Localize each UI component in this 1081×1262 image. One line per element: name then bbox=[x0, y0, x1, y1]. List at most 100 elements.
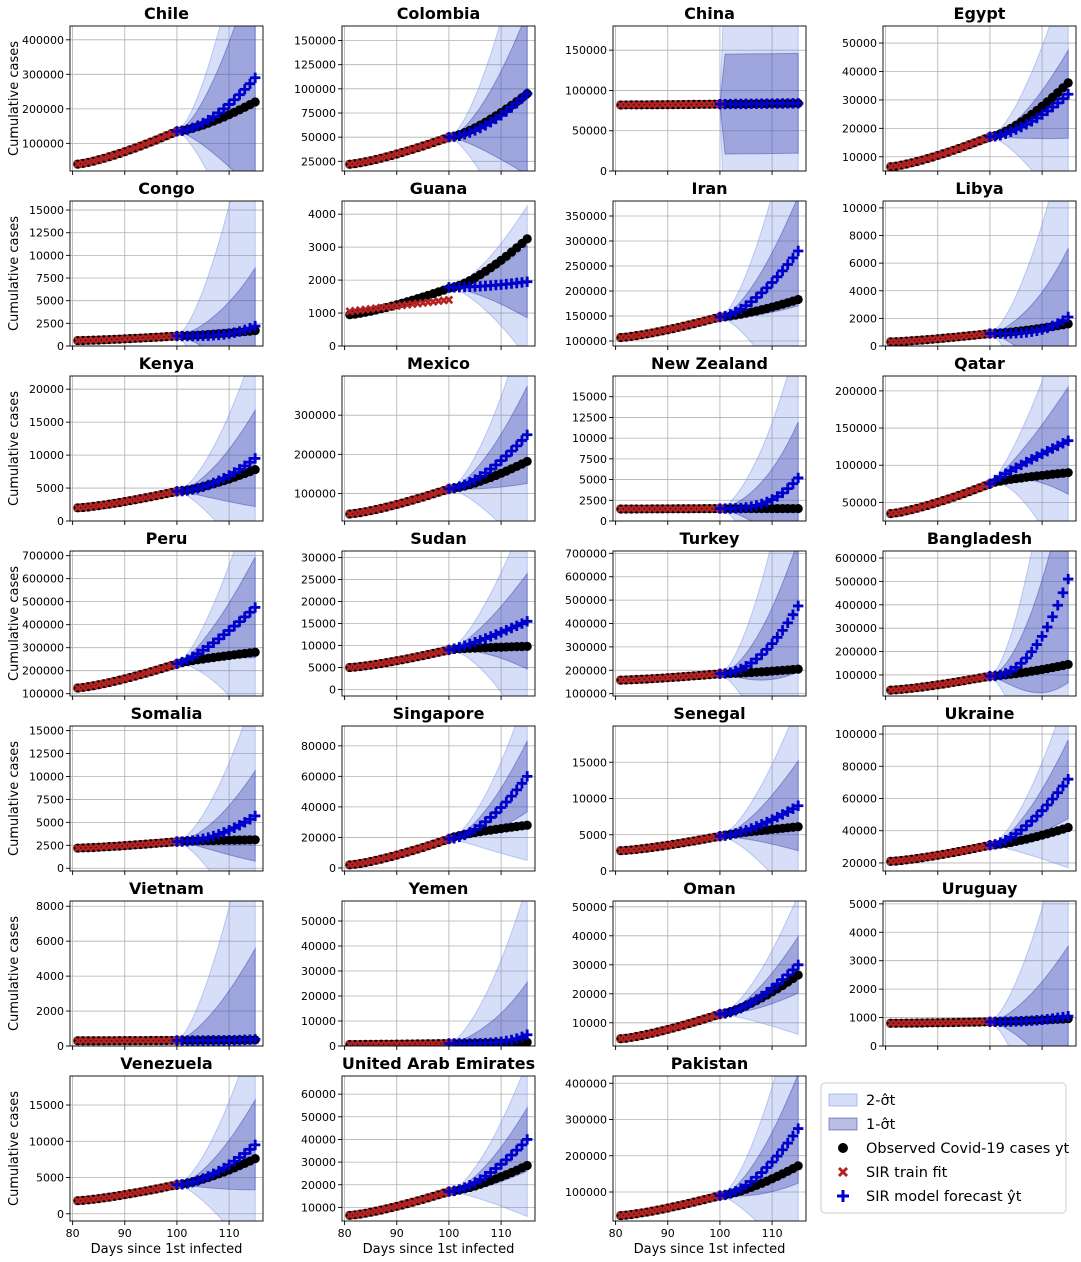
panel-new-zealand: 0 2500 5000 7500 10000 12500 15000 New Zealand bbox=[572, 354, 807, 528]
forecast-point bbox=[1057, 587, 1069, 598]
y-tick-label: 100000 bbox=[294, 488, 336, 501]
y-tick-label: 200000 bbox=[294, 448, 336, 461]
observed-point bbox=[793, 970, 803, 980]
forecast-point bbox=[239, 817, 250, 828]
axes-frame bbox=[612, 25, 807, 172]
observed-point bbox=[522, 1160, 532, 1171]
grid bbox=[342, 376, 535, 521]
y-tick-label: 3000 bbox=[308, 241, 336, 254]
train-point bbox=[434, 487, 443, 497]
train-point bbox=[156, 664, 166, 673]
panel-title: Mexico bbox=[407, 354, 470, 373]
forecast-point bbox=[244, 78, 256, 89]
train-point bbox=[964, 487, 974, 497]
forecast-point bbox=[485, 631, 496, 642]
forecast-point bbox=[244, 814, 256, 825]
forecast-point bbox=[1016, 459, 1027, 471]
forecast-point bbox=[454, 481, 465, 492]
forecast-point bbox=[1052, 600, 1063, 611]
forecast-point bbox=[495, 1159, 507, 1170]
forecast-point bbox=[1036, 324, 1048, 335]
forecast-point bbox=[192, 1175, 203, 1186]
train-point bbox=[418, 843, 428, 852]
y-tick-label: 5000 bbox=[36, 482, 64, 495]
train-point bbox=[146, 137, 156, 147]
grid bbox=[613, 901, 806, 1046]
y-tick-label: 400000 bbox=[22, 619, 64, 632]
axes-frame bbox=[69, 900, 264, 1047]
forecast-point bbox=[192, 648, 203, 659]
y-tick-label: 80000 bbox=[301, 740, 336, 753]
panel-title: Ukraine bbox=[944, 704, 1014, 723]
x-tick-label: 100 bbox=[166, 1227, 187, 1240]
y-tick-label: 6000 bbox=[849, 257, 877, 270]
forecast-point bbox=[725, 1188, 736, 1199]
panel-mexico: 100000 200000 300000 Mexico bbox=[294, 354, 536, 525]
forecast-point bbox=[1036, 631, 1048, 642]
forecast-point bbox=[469, 474, 481, 485]
y-tick-label: 60000 bbox=[301, 770, 336, 783]
forecast-point bbox=[1062, 435, 1074, 446]
panel-title: Qatar bbox=[954, 354, 1005, 373]
y-tick-label: 10000 bbox=[301, 1201, 336, 1214]
forecast-point bbox=[229, 620, 240, 632]
y-tick-label: 0 bbox=[57, 340, 64, 353]
train-point bbox=[705, 1013, 714, 1022]
y-tick-label: 10000 bbox=[29, 1135, 64, 1148]
forecast-point bbox=[787, 478, 799, 489]
y-tick-label: 300000 bbox=[565, 235, 607, 248]
forecast-point bbox=[756, 1167, 767, 1178]
forecast-point bbox=[521, 1029, 533, 1040]
forecast-point bbox=[187, 651, 198, 663]
axes-frame bbox=[882, 375, 1077, 522]
forecast-point bbox=[1016, 121, 1027, 133]
forecast-point bbox=[244, 457, 256, 468]
forecast-point bbox=[239, 611, 250, 623]
forecast-point bbox=[756, 649, 767, 660]
forecast-point bbox=[511, 97, 522, 109]
axes-frame bbox=[69, 725, 264, 872]
forecast-point bbox=[1000, 128, 1011, 139]
forecast-point bbox=[485, 463, 496, 475]
axes-frame bbox=[612, 200, 807, 347]
y-tick-label: 400000 bbox=[565, 1077, 607, 1090]
panel-title: Vietnam bbox=[129, 879, 204, 898]
panel-libya: 0 2000 4000 6000 8000 10000 Libya bbox=[842, 179, 1077, 353]
y-tick-label: 100000 bbox=[835, 728, 877, 741]
y-tick-label: 50000 bbox=[572, 125, 607, 138]
forecast-point bbox=[1005, 832, 1016, 843]
y-tick-label: 20000 bbox=[572, 988, 607, 1001]
y-tick-label: 3000 bbox=[849, 955, 877, 968]
forecast-point bbox=[506, 1149, 517, 1161]
forecast-point bbox=[735, 826, 746, 838]
y-tick-label: 200000 bbox=[565, 285, 607, 298]
axes-frame bbox=[69, 1075, 264, 1222]
forecast-point bbox=[766, 494, 778, 505]
forecast-point bbox=[1010, 828, 1022, 840]
forecast-point bbox=[459, 829, 470, 841]
y-tick-label: 600000 bbox=[835, 552, 877, 565]
forecast-point bbox=[187, 122, 198, 134]
y-tick-label: 10000 bbox=[29, 249, 64, 262]
forecast-point bbox=[454, 1184, 465, 1195]
y-tick-label: 200000 bbox=[835, 646, 877, 659]
forecast-point bbox=[516, 93, 528, 104]
forecast-point bbox=[213, 1165, 224, 1177]
y-tick-label: 200000 bbox=[835, 385, 877, 398]
y-axis-label: Cumulative cases bbox=[7, 216, 22, 331]
legend: 2-σ̂t 1-σ̂t Observed Covid-19 cases yt SIR … bbox=[820, 1082, 1070, 1214]
forecast-point bbox=[480, 120, 491, 131]
forecast-point bbox=[730, 1005, 741, 1016]
y-tick-label: 200000 bbox=[22, 103, 64, 116]
y-tick-label: 50000 bbox=[301, 131, 336, 144]
y-tick-label: 50000 bbox=[842, 496, 877, 509]
forecast-point bbox=[182, 124, 193, 135]
forecast-point bbox=[1005, 126, 1016, 137]
forecast-point bbox=[490, 459, 502, 471]
forecast-point bbox=[234, 1152, 245, 1163]
forecast-point bbox=[501, 106, 512, 117]
y-tick-label: 5000 bbox=[36, 1172, 64, 1185]
panel-title: Iran bbox=[691, 179, 727, 198]
y-tick-label: 30000 bbox=[842, 94, 877, 107]
forecast-point bbox=[746, 1176, 757, 1187]
